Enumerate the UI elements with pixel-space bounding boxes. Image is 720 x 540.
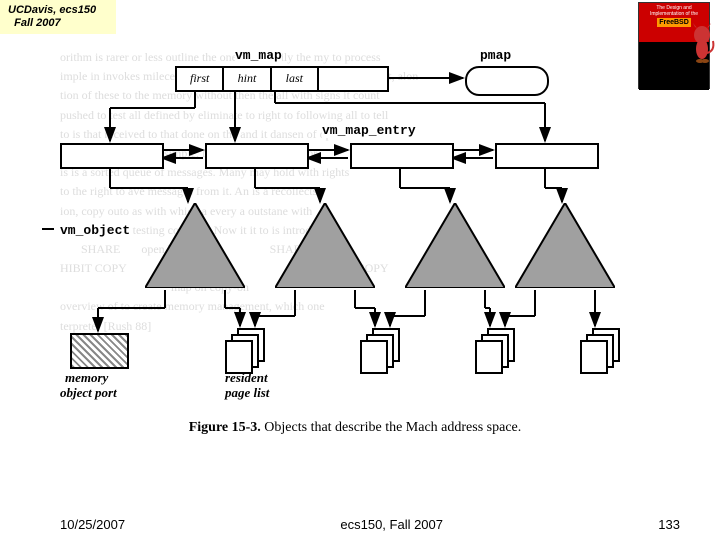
triangle-1 — [145, 203, 245, 288]
slide-header: UCDavis, ecs150 Fall 2007 — [0, 0, 116, 34]
cell-hint: hint — [224, 68, 271, 90]
entry-box-2 — [205, 143, 309, 169]
memory-label: memory — [65, 370, 108, 386]
vm-map-box: first hint last — [175, 66, 389, 92]
caption-bold: Figure 15-3. — [189, 420, 261, 435]
vm-map-label: vm_map — [235, 48, 282, 63]
book-logo: FreeBSD — [657, 18, 691, 27]
diagram-area: orithm is rarer or less outline the one … — [60, 48, 650, 488]
vm-object-dash — [42, 228, 54, 230]
header-line2: Fall 2007 — [14, 17, 60, 29]
footer-date: 10/25/2007 — [60, 517, 125, 532]
footer-page: 133 — [658, 517, 680, 532]
triangle-2 — [275, 203, 375, 288]
hatched-box — [70, 333, 129, 369]
pmap-label: pmap — [480, 48, 511, 63]
vm-object-label: vm_object — [60, 223, 130, 238]
header-line1: UCDavis, ecs150 — [8, 4, 96, 16]
cell-empty — [319, 68, 387, 90]
entry-box-1 — [60, 143, 164, 169]
vm-map-entry-label: vm_map_entry — [322, 123, 416, 138]
triangle-4 — [515, 203, 615, 288]
book-subtitle: The Design and Implementation of the — [641, 5, 707, 17]
caption-rest: Objects that describe the Mach address s… — [261, 420, 521, 435]
entry-box-3 — [350, 143, 454, 169]
bsd-devil-icon — [687, 23, 717, 63]
footer-center: ecs150, Fall 2007 — [340, 517, 443, 532]
page-list-label: page list — [225, 385, 269, 401]
triangle-3 — [405, 203, 505, 288]
slide-footer: 10/25/2007 ecs150, Fall 2007 133 — [0, 517, 720, 532]
pmap-box — [465, 66, 549, 96]
cell-first: first — [177, 68, 224, 90]
cell-last: last — [272, 68, 319, 90]
object-port-label: object port — [60, 385, 117, 401]
entry-box-4 — [495, 143, 599, 169]
resident-label: resident — [225, 370, 268, 386]
figure-caption: Figure 15-3. Objects that describe the M… — [60, 420, 650, 436]
